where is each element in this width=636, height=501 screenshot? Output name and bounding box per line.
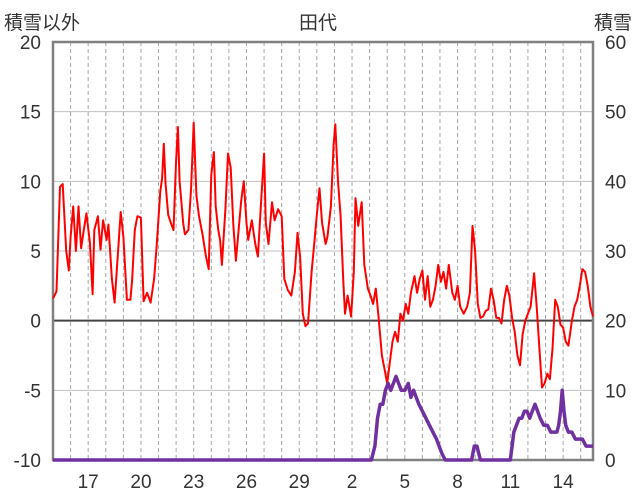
- x-tick-label: 17: [78, 472, 99, 493]
- left-tick-label: -5: [24, 381, 41, 402]
- left-tick-label: 0: [30, 312, 41, 333]
- temperature-line: [52, 121, 594, 389]
- x-tick-label: 11: [500, 472, 520, 493]
- left-axis-label: 積雪以外: [4, 13, 81, 34]
- x-tick-label: 2: [347, 472, 358, 493]
- left-tick-label: 15: [20, 103, 41, 124]
- right-tick-label: 40: [605, 172, 626, 193]
- snow-depth-line: [53, 374, 593, 462]
- right-axis-label: 積雪: [593, 13, 632, 34]
- right-tick-label: 30: [605, 242, 626, 263]
- chart-title: 田代: [298, 13, 337, 34]
- x-tick-label: 23: [183, 472, 204, 493]
- x-tick-label: 8: [452, 472, 463, 493]
- right-tick-label: 10: [605, 381, 626, 402]
- x-tick-label: 29: [289, 472, 310, 493]
- x-tick-label: 26: [236, 472, 257, 493]
- x-tick-label: 20: [130, 472, 151, 493]
- x-tick-label: 5: [400, 472, 411, 493]
- right-tick-label: 20: [605, 312, 626, 333]
- right-tick-label: 50: [605, 103, 626, 124]
- x-tick-label: 14: [553, 472, 575, 493]
- left-tick-label: 20: [20, 33, 41, 54]
- left-tick-label: 5: [30, 242, 41, 263]
- left-tick-label: 10: [20, 172, 41, 193]
- right-tick-label: 0: [605, 451, 616, 472]
- left-tick-label: -10: [14, 451, 41, 472]
- right-tick-label: 60: [605, 33, 626, 54]
